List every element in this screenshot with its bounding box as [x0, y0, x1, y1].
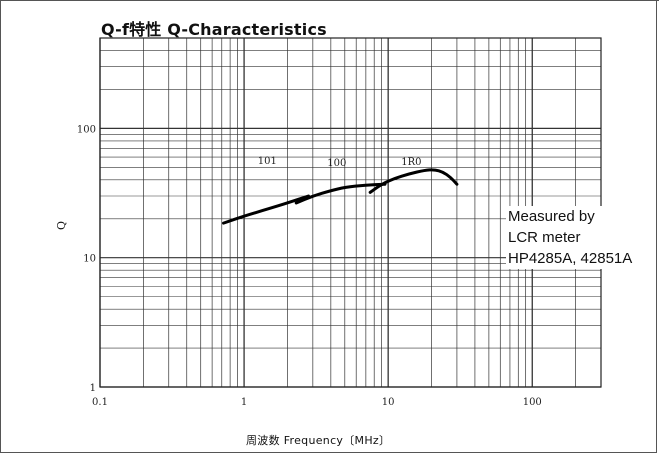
series-annotations: 101 100 1R0 [258, 156, 422, 169]
series-label: 1R0 [401, 157, 421, 168]
x-axis-label: 周波数 Frequency〔MHz〕 [246, 432, 390, 448]
series-line-1R0 [370, 170, 457, 193]
x-tick-label: 0.1 [92, 397, 108, 408]
series-line-100 [296, 184, 385, 203]
note-line: Measured by [508, 206, 632, 227]
x-tick-label: 1 [241, 397, 247, 408]
y-axis-label: Q [55, 221, 68, 230]
y-tick-label: 10 [83, 254, 96, 265]
series-label: 101 [258, 156, 277, 167]
y-tick-label: 1 [90, 383, 96, 394]
series-label: 100 [327, 158, 346, 169]
tick-labels: 0.1 1 10 100 1 10 100 [77, 124, 542, 408]
series-line-101 [224, 196, 309, 223]
x-tick-label: 10 [382, 397, 395, 408]
series-group [224, 170, 457, 223]
note-line: HP4285A, 42851A [508, 248, 632, 269]
measurement-note: Measured by LCR meter HP4285A, 42851A [506, 206, 634, 269]
note-line: LCR meter [508, 227, 632, 248]
x-tick-label: 100 [523, 397, 542, 408]
y-tick-label: 100 [77, 124, 96, 135]
